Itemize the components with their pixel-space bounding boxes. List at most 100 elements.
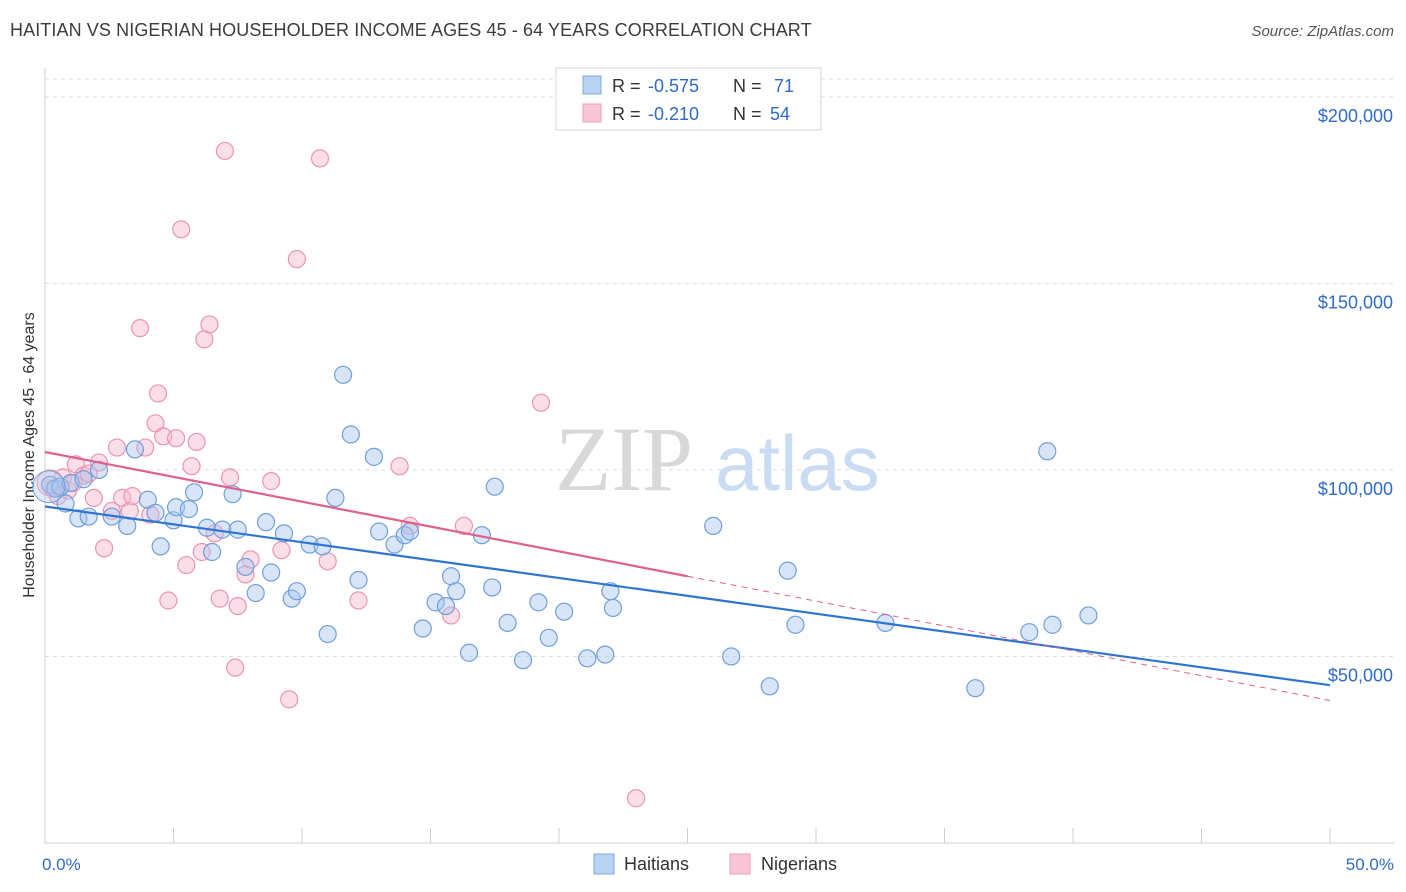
haitian-point <box>349 570 368 590</box>
haitian-point <box>74 470 93 489</box>
nigerian-point <box>84 488 103 508</box>
x-tick-label-min: 0.0% <box>42 855 81 874</box>
legend-swatch-haitians <box>582 75 602 95</box>
legend-bottom: Haitians Nigerians <box>593 853 837 875</box>
legend-bottom-swatch-nigerians <box>729 853 751 875</box>
haitian-point <box>483 578 502 597</box>
haitian-point <box>236 557 255 577</box>
haitian-point <box>1020 623 1039 642</box>
nigerian-point <box>310 149 330 168</box>
nigerian-point <box>95 539 114 558</box>
haitian-point <box>364 447 384 466</box>
haitian-point <box>228 520 247 539</box>
nigerian-point <box>172 220 191 239</box>
nigerian-point <box>262 472 281 491</box>
legend-bottom-swatch-haitians <box>593 853 615 875</box>
haitian-point <box>400 522 420 541</box>
trend-lines <box>44 450 1331 701</box>
legend-n-label-haitians: N = <box>733 76 762 96</box>
legend-r-label-haitians: R = <box>612 76 641 96</box>
nigerian-point <box>120 501 139 521</box>
haitian-point <box>485 477 504 496</box>
haitian-point <box>202 542 222 562</box>
haitian-point <box>596 645 615 664</box>
legend-n-value-nigerians: 54 <box>770 104 790 124</box>
haitian-point <box>786 615 805 634</box>
haitian-point <box>778 561 797 580</box>
haitian-point <box>184 483 204 502</box>
haitian-point <box>966 679 985 698</box>
nigerian-point <box>192 542 211 562</box>
nigerian-point <box>107 438 127 457</box>
nigerian-point <box>177 555 196 575</box>
nigerian-point <box>272 541 291 560</box>
haitian-point <box>603 598 623 618</box>
haitian-point <box>704 516 723 535</box>
haitian-point <box>1038 442 1057 461</box>
nigerian-point <box>626 789 646 808</box>
chart-title: HAITIAN VS NIGERIAN HOUSEHOLDER INCOME A… <box>10 20 812 40</box>
nigerian-point <box>226 658 245 677</box>
nigerian-point <box>187 432 206 452</box>
x-tick-label-max: 50.0% <box>1346 855 1394 874</box>
haitian-point <box>529 593 548 612</box>
nigerian-point <box>182 457 201 476</box>
haitian-point <box>318 624 337 644</box>
haitian-point <box>79 507 98 526</box>
legend-bottom-label-haitians: Haitians <box>624 854 689 874</box>
nigerian-point <box>79 464 98 483</box>
haitian-point <box>146 503 165 522</box>
nigerian-point <box>130 319 150 338</box>
y-tick-labels: $50,000 $100,000 $150,000 $200,000 <box>1318 106 1393 686</box>
nigerian-point <box>148 384 168 403</box>
nigerian-point <box>220 468 240 487</box>
haitian-point <box>1079 606 1098 625</box>
nigerian-point <box>159 591 178 610</box>
haitian-point <box>447 582 466 601</box>
haitian-point <box>151 537 170 556</box>
haitian-point <box>539 628 558 647</box>
haitian-point <box>370 522 389 541</box>
haitian-point <box>246 583 265 603</box>
haitian-point <box>555 602 574 621</box>
legend-r-value-nigerians: -0.210 <box>648 104 699 124</box>
legend-bottom-label-nigerians: Nigerians <box>761 854 837 874</box>
haitian-point <box>498 613 517 632</box>
nigerian-point <box>287 250 306 269</box>
legend-top: R = -0.575 N = 71 R = -0.210 N = 54 <box>555 67 822 131</box>
haitian-point <box>256 513 276 532</box>
nigerian-point <box>441 606 461 625</box>
nigerian-point <box>210 589 229 608</box>
nigerian-point <box>200 315 219 334</box>
haitian-point <box>513 651 533 670</box>
x-tick-marks <box>44 828 1331 843</box>
haitian-point <box>274 524 294 543</box>
haitian-point <box>179 499 199 519</box>
nigerian-point <box>215 141 234 161</box>
haitian-point <box>760 677 779 696</box>
source-label: Source: ZipAtlas.com <box>1251 23 1394 40</box>
y-axis-label: Householder Income Ages 45 - 64 years <box>21 312 38 598</box>
haitian-point <box>287 582 306 601</box>
haitian-point <box>334 365 353 384</box>
y-tick-label: $200,000 <box>1318 106 1393 126</box>
nigerian-point <box>454 516 474 535</box>
watermark-zip: ZIP <box>555 408 693 510</box>
nigerian-point <box>390 457 409 476</box>
haitian-point <box>459 643 479 662</box>
y-tick-label: $100,000 <box>1318 479 1393 499</box>
haitian-point <box>1043 615 1062 634</box>
haitian-point <box>262 563 281 582</box>
haitian-point <box>436 596 456 616</box>
legend-n-value-haitians: 71 <box>774 76 794 96</box>
y-tick-label: $150,000 <box>1318 292 1393 312</box>
trend-line-nigerians-extension <box>687 575 1331 701</box>
haitian-point <box>578 649 597 668</box>
nigerian-point <box>531 393 551 412</box>
nigerian-point <box>349 591 368 610</box>
haitian-point <box>722 647 741 666</box>
series-nigerians-points <box>36 141 646 808</box>
haitian-point <box>385 535 404 554</box>
trend-line-haitians <box>44 505 1331 687</box>
